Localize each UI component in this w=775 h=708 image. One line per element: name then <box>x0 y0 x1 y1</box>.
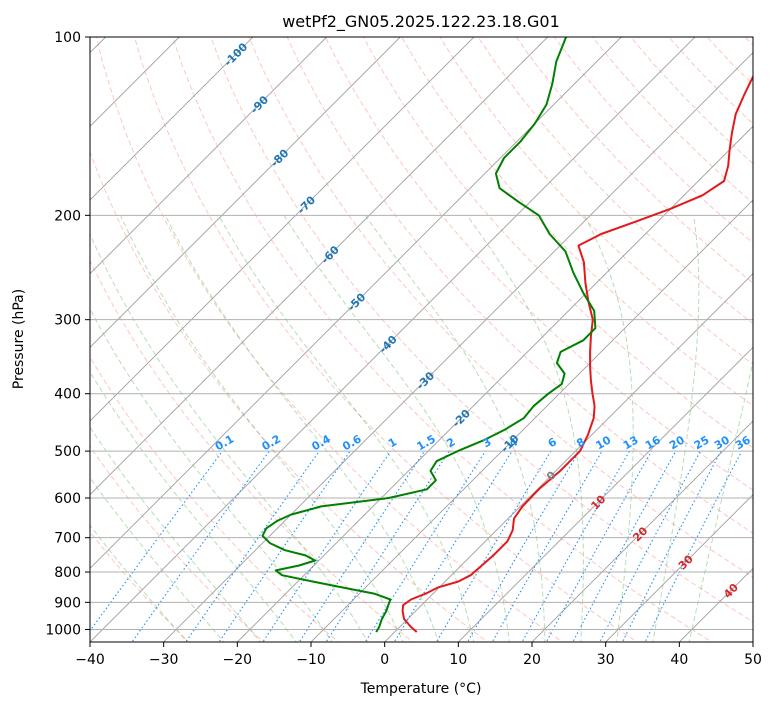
mixing-ratio-line <box>572 450 677 642</box>
dry-adiabat <box>439 37 753 365</box>
isotherm <box>90 37 696 642</box>
mixing-ratio-line <box>621 450 722 642</box>
moist-adiabat <box>218 215 475 642</box>
mixing-ratio-line <box>364 450 486 642</box>
y-tick-label: 700 <box>54 531 81 547</box>
moist-adiabat <box>90 524 188 642</box>
background-lines <box>90 37 753 642</box>
y-tick-label: 300 <box>54 313 81 329</box>
y-tick-label: 500 <box>54 444 81 460</box>
mixing-ratio-line <box>131 450 270 642</box>
moist-adiabat <box>164 215 440 642</box>
mixing-ratio-line <box>466 450 580 642</box>
y-axis: 100 200 300 400 500 600 700 800 900 1000 <box>45 30 90 638</box>
moist-adiabat <box>364 215 546 642</box>
y-tick-label: 100 <box>54 30 81 46</box>
x-axis: −40 −30 −20 −10 0 10 20 30 40 50 <box>75 642 762 668</box>
x-tick-label: −40 <box>75 652 105 668</box>
isotherm <box>531 420 753 642</box>
plot-frame <box>89 36 754 643</box>
isotherm <box>90 37 328 275</box>
dry-adiabat <box>248 37 753 578</box>
x-tick-label: 40 <box>670 652 688 668</box>
isotherm <box>310 199 753 642</box>
x-axis-label: Temperature (°C) <box>360 681 482 697</box>
grid-lines <box>90 214 753 630</box>
profile-lines <box>261 37 753 633</box>
x-tick-label: −10 <box>296 652 326 668</box>
moist-adiabat <box>283 215 510 642</box>
temperature-profile <box>401 74 753 633</box>
isotherm <box>163 52 753 642</box>
mixing-ratio-line <box>599 450 701 642</box>
x-tick-label: −20 <box>223 652 253 668</box>
y-tick-label: 900 <box>54 595 81 611</box>
isotherm <box>236 125 753 642</box>
dry-adiabat <box>286 37 753 534</box>
isotherm <box>90 37 549 496</box>
mixing-ratio-line <box>325 450 450 642</box>
x-tick-label: 50 <box>744 652 762 668</box>
chart-title: wetPf2_GN05.2025.122.23.18.G01 <box>282 12 560 32</box>
isotherm <box>605 494 753 642</box>
moist-adiabat <box>120 215 404 642</box>
moist-adiabat <box>90 426 261 642</box>
mixing-ratio-line <box>90 450 223 632</box>
y-tick-label: 600 <box>54 491 81 507</box>
dry-adiabat <box>90 150 489 642</box>
y-tick-label: 200 <box>54 208 81 224</box>
moist-adiabat <box>583 215 634 642</box>
isotherm <box>90 37 254 201</box>
mixing-ratio-line <box>393 450 513 642</box>
mixing-ratio-line <box>185 450 320 642</box>
isotherm <box>457 346 753 642</box>
y-axis-label: Pressure (hPa) <box>11 289 27 389</box>
x-tick-label: 0 <box>380 652 389 668</box>
x-tick-label: 20 <box>523 652 541 668</box>
dry-adiabat <box>362 37 753 449</box>
mixing-ratio-line <box>262 450 392 642</box>
x-tick-label: 10 <box>449 652 467 668</box>
x-tick-label: 30 <box>597 652 615 668</box>
dry-adiabat <box>172 37 713 642</box>
mixing-ratio-line <box>218 450 351 642</box>
y-tick-label: 400 <box>54 387 81 403</box>
moist-adiabat <box>688 358 753 642</box>
isotherm <box>90 37 475 422</box>
isotherm <box>384 273 753 642</box>
mixing-ratio-line <box>298 450 425 642</box>
dry-adiabat <box>324 37 753 491</box>
y-tick-label: 800 <box>54 565 81 581</box>
y-tick-label: 1000 <box>45 622 81 638</box>
moist-adiabat <box>90 476 225 642</box>
x-tick-label: −30 <box>149 652 179 668</box>
isotherm <box>90 37 401 348</box>
moist-adiabat <box>90 370 297 642</box>
moist-adiabat <box>90 308 333 642</box>
dewpoint-profile <box>261 37 597 633</box>
plot-area <box>90 37 753 642</box>
